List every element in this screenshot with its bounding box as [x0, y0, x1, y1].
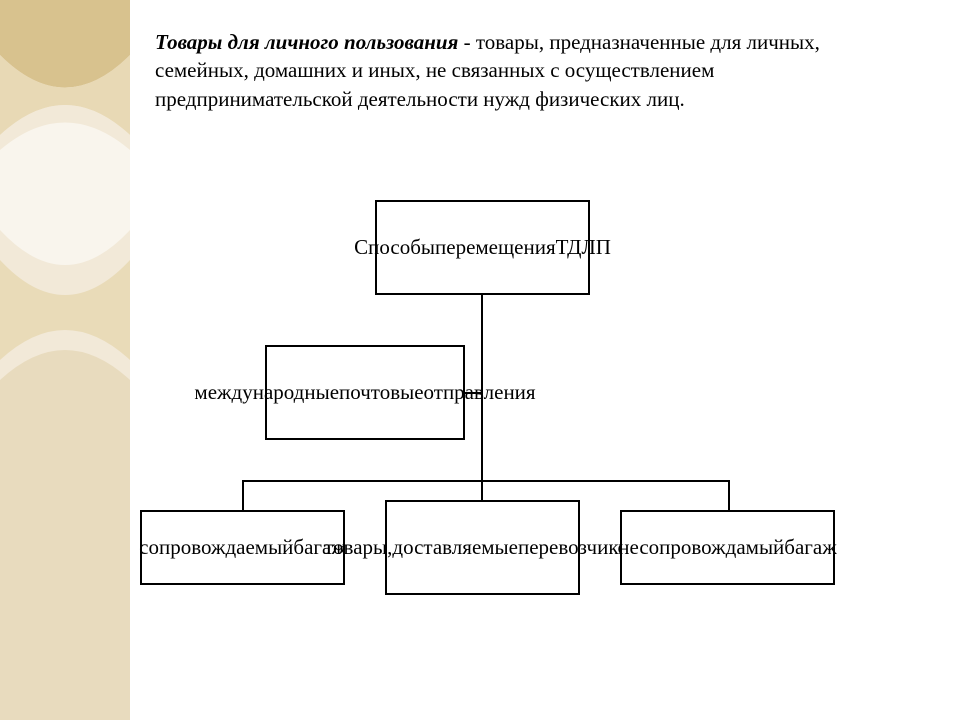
node-label-line: ТДЛП [556, 234, 611, 260]
connector-line [242, 480, 730, 482]
node-label-line: багаж [784, 534, 836, 560]
node-label-line: отправления [424, 379, 536, 405]
connector-line [728, 480, 730, 510]
decorative-band-svg [0, 0, 130, 720]
node-label-line: почтовые [339, 379, 424, 405]
definition-lead: Товары для личного пользования [155, 30, 458, 54]
decorative-band [0, 0, 130, 720]
node-root: СпособыперемещенияТДЛП [375, 200, 590, 295]
node-label-line: несопровождамый [618, 534, 784, 560]
node-label-line: Способы [354, 234, 435, 260]
node-international-mail: международныепочтовыеотправления [265, 345, 465, 440]
node-carrier-delivered: товары,доставляемыеперевозчиком [385, 500, 580, 595]
node-label-line: международные [194, 379, 339, 405]
definition-paragraph: Товары для личного пользования - товары,… [155, 28, 855, 113]
node-label-line: товары, [324, 534, 392, 560]
node-label-line: доставляемые [392, 534, 518, 560]
node-unaccompanied-baggage: несопровождамыйбагаж [620, 510, 835, 585]
node-label-line: сопровождаемый [139, 534, 293, 560]
connector-line [242, 480, 244, 510]
node-label-line: перемещения [435, 234, 556, 260]
node-accompanied-baggage: сопровождаемыйбагаж [140, 510, 345, 585]
